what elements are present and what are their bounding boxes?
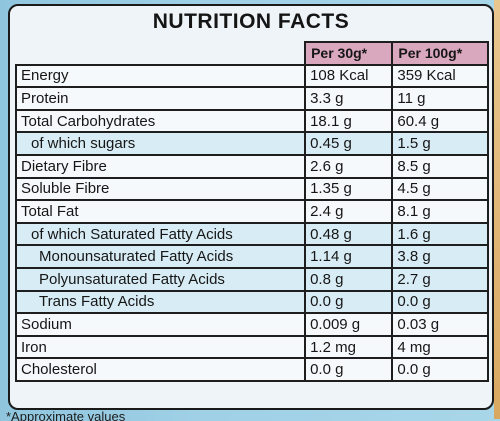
table-row: Energy 108 Kcal 359 Kcal — [14, 63, 489, 89]
nutrient-name: Monounsaturated Fatty Acids — [14, 244, 307, 269]
nutrient-name: Polyunsaturated Fatty Acids — [14, 266, 307, 292]
table-row: Cholesterol 0.0 g 0.0 g — [14, 357, 489, 382]
table-row: Trans Fatty Acids 0.0 g 0.0 g — [14, 289, 489, 315]
nutrient-name: Soluble Fibre — [14, 176, 307, 202]
per-30g-value: 1.14 g — [304, 244, 394, 269]
per-30g-value: 1.2 mg — [304, 334, 394, 360]
per-30g-value: 2.6 g — [304, 153, 394, 179]
per-100g-value: 4 mg — [391, 334, 489, 360]
footnote: *Approximate values — [6, 409, 126, 421]
per-100g-value: 4.5 g — [391, 176, 489, 202]
table-row: Total Fat 2.4 g 8.1 g — [14, 199, 489, 224]
nutrient-name: Cholesterol — [14, 357, 307, 382]
per-30g-value: 1.35 g — [304, 176, 394, 202]
table-row: Iron 1.2 mg 4 mg — [14, 334, 489, 360]
header-spacer — [16, 42, 307, 66]
per-100g-value: 3.8 g — [391, 244, 489, 269]
per-100g-value: 1.6 g — [391, 221, 489, 247]
per-30g-value: 18.1 g — [304, 108, 394, 134]
table-row: Protein 3.3 g 11 g — [14, 86, 489, 111]
table-row: Soluble Fibre 1.35 g 4.5 g — [14, 176, 489, 202]
table-row: Sodium 0.009 g 0.03 g — [14, 312, 489, 337]
per-100g-value: 0.0 g — [391, 289, 489, 315]
column-header-per-100g: Per 100g* — [391, 41, 489, 66]
per-30g-value: 0.45 g — [304, 131, 394, 156]
per-30g-value: 3.3 g — [304, 86, 394, 111]
per-100g-value: 60.4 g — [391, 108, 489, 134]
nutrient-name: Energy — [14, 63, 307, 89]
per-30g-value: 0.0 g — [304, 289, 394, 315]
nutrient-name: of which sugars — [14, 131, 307, 156]
nutrition-table: Per 30g* Per 100g* Energy 108 Kcal 359 K… — [14, 41, 489, 382]
table-row: Monounsaturated Fatty Acids 1.14 g 3.8 g — [14, 244, 489, 269]
nutrient-name: of which Saturated Fatty Acids — [14, 221, 307, 247]
per-100g-value: 1.5 g — [391, 131, 489, 156]
per-100g-value: 2.7 g — [391, 266, 489, 292]
column-header-per-30g: Per 30g* — [304, 41, 394, 66]
per-30g-value: 108 Kcal — [304, 63, 394, 89]
per-100g-value: 11 g — [391, 86, 489, 111]
table-header-row: Per 30g* Per 100g* — [16, 41, 489, 66]
per-30g-value: 0.009 g — [304, 312, 394, 337]
nutrient-name: Dietary Fibre — [14, 153, 307, 179]
table-row: of which sugars 0.45 g 1.5 g — [14, 131, 489, 156]
per-100g-value: 8.5 g — [391, 153, 489, 179]
per-30g-value: 0.48 g — [304, 221, 394, 247]
per-100g-value: 0.0 g — [391, 357, 489, 382]
package-edge — [494, 0, 500, 419]
per-30g-value: 2.4 g — [304, 199, 394, 224]
panel-title: NUTRITION FACTS — [152, 10, 350, 33]
per-100g-value: 359 Kcal — [391, 63, 489, 89]
per-30g-value: 0.8 g — [304, 266, 394, 292]
nutrient-name: Sodium — [14, 312, 307, 337]
nutrient-name: Trans Fatty Acids — [14, 289, 307, 315]
nutrient-name: Protein — [14, 86, 307, 111]
per-30g-value: 0.0 g — [304, 357, 394, 382]
nutrition-facts-panel: NUTRITION FACTS Per 30g* Per 100g* Energ… — [8, 4, 494, 410]
nutrient-name: Total Carbohydrates — [14, 108, 307, 134]
nutrient-name: Total Fat — [14, 199, 307, 224]
per-100g-value: 0.03 g — [391, 312, 489, 337]
table-row: Dietary Fibre 2.6 g 8.5 g — [14, 153, 489, 179]
nutrient-name: Iron — [14, 334, 307, 360]
table-row: Polyunsaturated Fatty Acids 0.8 g 2.7 g — [14, 266, 489, 292]
table-row: Total Carbohydrates 18.1 g 60.4 g — [14, 108, 489, 134]
table-row: of which Saturated Fatty Acids 0.48 g 1.… — [14, 221, 489, 247]
per-100g-value: 8.1 g — [391, 199, 489, 224]
